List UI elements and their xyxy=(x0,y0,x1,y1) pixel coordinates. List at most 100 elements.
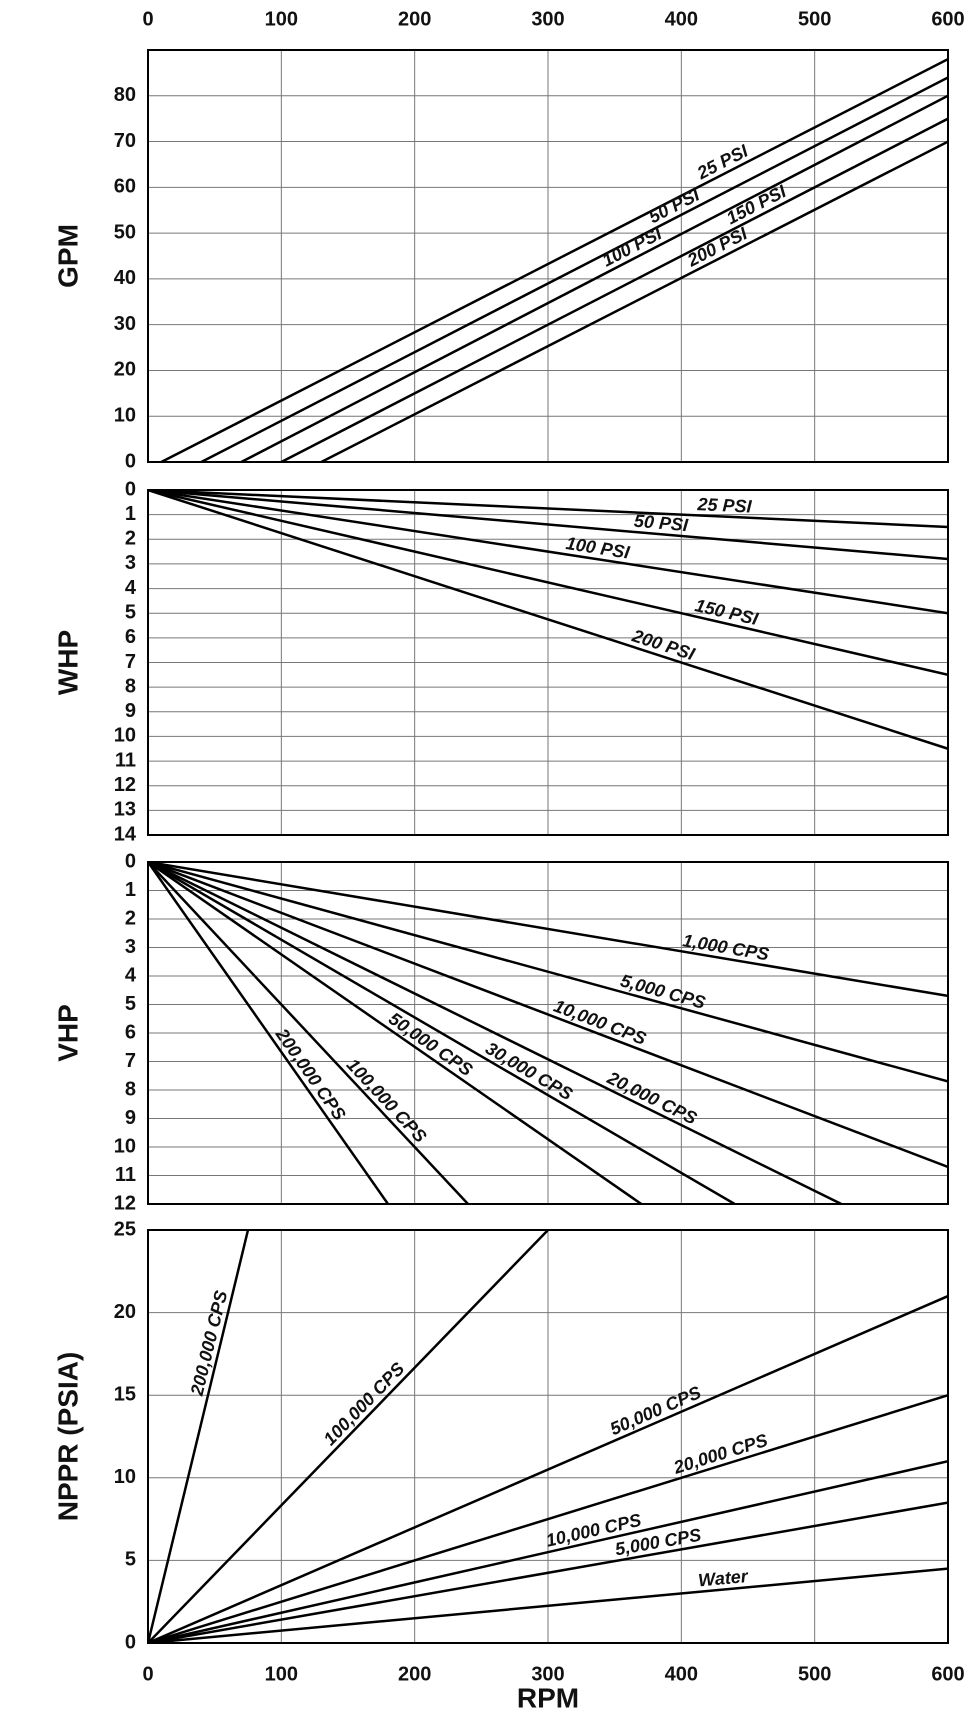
curves xyxy=(148,862,948,1204)
x-tick-label: 400 xyxy=(665,1663,698,1685)
curve xyxy=(148,862,948,998)
y-tick-label: 30 xyxy=(114,313,136,335)
plot-frame xyxy=(147,49,949,463)
curve xyxy=(148,1501,948,1643)
curve xyxy=(148,1394,948,1643)
curves xyxy=(160,58,948,462)
y-tick-label: 1 xyxy=(125,879,136,901)
y-tick-label: 40 xyxy=(114,267,136,289)
y-tick-label: 80 xyxy=(114,84,136,106)
y-tick-label: 11 xyxy=(115,1164,136,1186)
y-tick-label: 0 xyxy=(125,450,136,472)
curve xyxy=(148,862,948,1083)
curve xyxy=(240,94,948,462)
x-tick-label: 100 xyxy=(265,8,298,30)
y-tick-label: 25 xyxy=(114,1218,136,1240)
y-tick-label: 2 xyxy=(125,907,136,929)
y-tick-label: 4 xyxy=(125,577,137,599)
x-tick-label: 500 xyxy=(798,1663,831,1685)
y-tick-label: 13 xyxy=(114,799,136,821)
x-tick-label: 0 xyxy=(142,1663,153,1685)
y-tick-label: 0 xyxy=(125,850,136,872)
x-tick-label: 600 xyxy=(931,1663,964,1685)
curve xyxy=(148,862,390,1204)
y-tick-label: 5 xyxy=(125,1549,136,1571)
x-tick-label: 200 xyxy=(398,1663,431,1685)
y-tick-label: 6 xyxy=(125,1021,136,1043)
y-tick-label: 5 xyxy=(125,993,136,1015)
y-tick-label: 12 xyxy=(114,774,136,796)
curves xyxy=(148,1230,948,1643)
y-tick-label: 15 xyxy=(114,1383,136,1405)
y-tick-label: 8 xyxy=(125,675,136,697)
curve xyxy=(148,1230,549,1643)
line-label: 25 PSI xyxy=(693,140,752,183)
line-label: 30,000 CPS xyxy=(482,1038,576,1104)
y-tick-label: 10 xyxy=(114,1135,136,1157)
curve xyxy=(148,1460,948,1643)
x-tick-label: 300 xyxy=(531,1663,564,1685)
line-label: 100,000 CPS xyxy=(343,1055,431,1147)
y-tick-label: 12 xyxy=(114,1192,136,1214)
y-tick-label: 10 xyxy=(114,725,136,747)
line-label: 200,000 CPS xyxy=(271,1024,349,1124)
curve xyxy=(148,490,948,615)
y-tick-label: 14 xyxy=(114,823,137,845)
y-tick-label: 5 xyxy=(125,601,136,623)
curve xyxy=(148,862,643,1204)
curve xyxy=(200,76,948,462)
y-tick-label: 50 xyxy=(114,221,136,243)
curve xyxy=(280,117,948,462)
y-tick-label: 11 xyxy=(115,749,136,771)
curve xyxy=(148,862,948,1169)
y-axis-label: VHP xyxy=(52,1004,83,1062)
curve xyxy=(148,1230,250,1643)
line-label: 50 PSI xyxy=(645,184,703,227)
line-label: 50,000 CPS xyxy=(607,1382,704,1439)
y-tick-label: 20 xyxy=(114,1301,136,1323)
curve xyxy=(160,58,948,462)
y-tick-label: 1 xyxy=(125,503,136,525)
curve xyxy=(148,490,948,561)
y-axis-label: GPM xyxy=(52,224,83,288)
y-tick-label: 3 xyxy=(125,936,136,958)
curve xyxy=(148,862,736,1204)
curve xyxy=(148,490,948,529)
y-tick-label: 7 xyxy=(125,1050,136,1072)
y-tick-label: 0 xyxy=(125,478,136,500)
line-label: 100,000 CPS xyxy=(319,1358,408,1449)
curve xyxy=(148,490,948,750)
x-tick-label: 400 xyxy=(665,8,698,30)
curve xyxy=(148,490,948,677)
y-tick-label: 70 xyxy=(114,130,136,152)
x-axis-label: RPM xyxy=(517,1682,579,1712)
line-label: Water xyxy=(697,1566,749,1591)
y-tick-label: 2 xyxy=(125,528,136,550)
curves xyxy=(148,490,948,750)
curve xyxy=(320,140,948,462)
plot-frame xyxy=(147,861,949,1205)
curve xyxy=(148,1567,948,1643)
line-label: 200 PSI xyxy=(629,625,698,664)
y-tick-label: 4 xyxy=(125,964,137,986)
y-axis-label: NPPR (PSIA) xyxy=(52,1352,83,1522)
y-tick-label: 10 xyxy=(114,1466,136,1488)
y-tick-label: 9 xyxy=(125,1107,136,1129)
y-axis-label: WHP xyxy=(52,630,83,695)
line-label: 50 PSI xyxy=(633,511,690,536)
x-tick-label: 0 xyxy=(142,8,153,30)
y-tick-label: 0 xyxy=(125,1631,136,1653)
curve xyxy=(148,1294,948,1643)
y-tick-label: 7 xyxy=(125,651,136,673)
y-tick-label: 3 xyxy=(125,552,136,574)
x-tick-label: 600 xyxy=(931,8,964,30)
curve xyxy=(148,862,842,1204)
x-tick-label: 200 xyxy=(398,8,431,30)
y-tick-label: 9 xyxy=(125,700,136,722)
x-tick-label: 300 xyxy=(531,8,564,30)
y-tick-label: 20 xyxy=(114,359,136,381)
y-tick-label: 10 xyxy=(114,405,136,427)
line-label: 20,000 CPS xyxy=(603,1067,700,1128)
line-label: 200,000 CPS xyxy=(187,1289,232,1399)
